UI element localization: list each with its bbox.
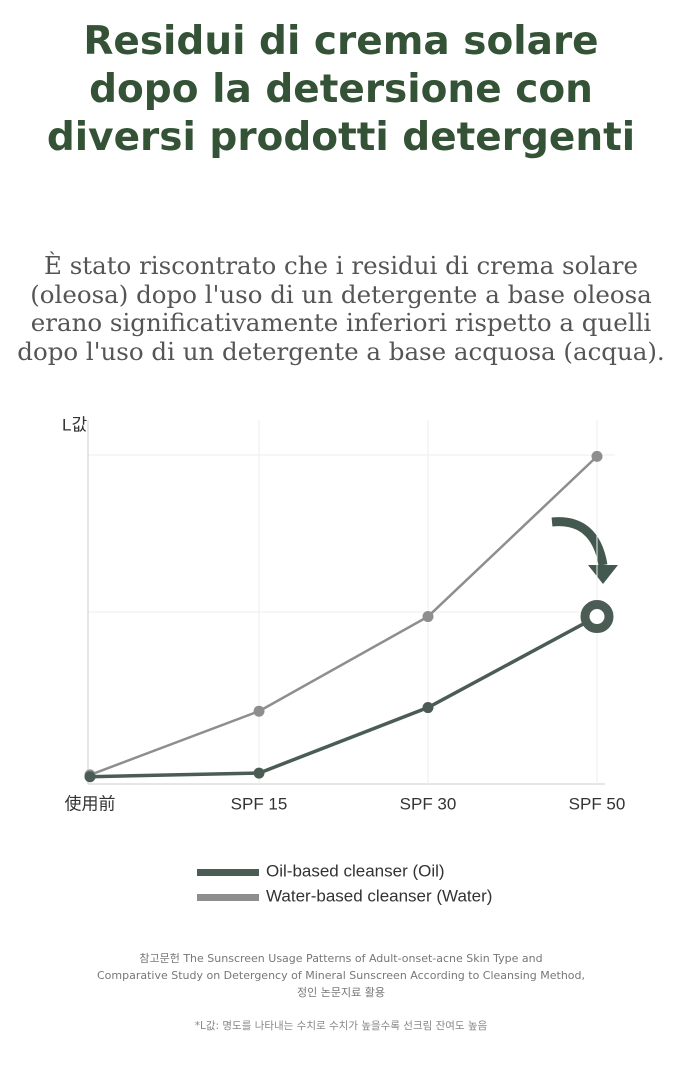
x-tick-label: 使用前 bbox=[65, 793, 116, 813]
legend-label: Water-based cleanser (Water) bbox=[266, 886, 492, 905]
source-line: Comparative Study on Detergency of Miner… bbox=[96, 969, 586, 982]
description-line: È stato riscontrato che i residui di cre… bbox=[44, 251, 638, 280]
arrow-head bbox=[588, 565, 618, 584]
title: Residui di crema solare dopo la detersion… bbox=[0, 18, 682, 162]
point bbox=[422, 611, 434, 623]
point bbox=[591, 450, 603, 462]
x-tick-label: SPF 15 bbox=[231, 794, 288, 813]
line bbox=[89, 615, 598, 779]
x-tick-label: SPF 30 bbox=[400, 794, 457, 813]
legend-swatch bbox=[197, 894, 259, 901]
x-tick-label: SPF 50 bbox=[569, 794, 626, 813]
source-line: 참고문헌 The Sunscreen Usage Patterns of Adu… bbox=[139, 952, 543, 965]
source-line: 정인 논문지료 활용 bbox=[297, 986, 385, 999]
footnote: *L값: 명도를 나타내는 수치로 수치가 높을수록 선크림 잔여도 높음 bbox=[194, 1020, 488, 1032]
title-line: Residui di crema solare bbox=[83, 19, 599, 64]
chart: L값 使用前 SPF 15 SPF 30 SPF 50 Oil-based cleans… bbox=[62, 415, 626, 905]
title-line: diversi prodotti detergenti bbox=[46, 115, 636, 160]
point bbox=[84, 771, 96, 783]
point bbox=[253, 705, 265, 717]
point bbox=[253, 767, 265, 779]
y-label: L값 bbox=[62, 415, 87, 434]
description-line: erano significativamente inferiori rispe… bbox=[30, 308, 652, 337]
legend-swatch bbox=[197, 869, 259, 876]
description: È stato riscontrato che i residui di cre… bbox=[0, 251, 682, 366]
point bbox=[422, 702, 434, 714]
title-line: dopo la detersione con bbox=[89, 67, 593, 112]
description-line: dopo l'uso di un detergente a base acquo… bbox=[17, 336, 665, 366]
arrow bbox=[551, 517, 608, 566]
legend-label: Oil-based cleanser (Oil) bbox=[266, 861, 445, 880]
description-line: (oleosa) dopo l'uso di un detergente a b… bbox=[30, 279, 652, 309]
point bbox=[580, 600, 614, 634]
source: 참고문헌 The Sunscreen Usage Patterns of Adu… bbox=[0, 950, 682, 1001]
line bbox=[89, 455, 598, 777]
